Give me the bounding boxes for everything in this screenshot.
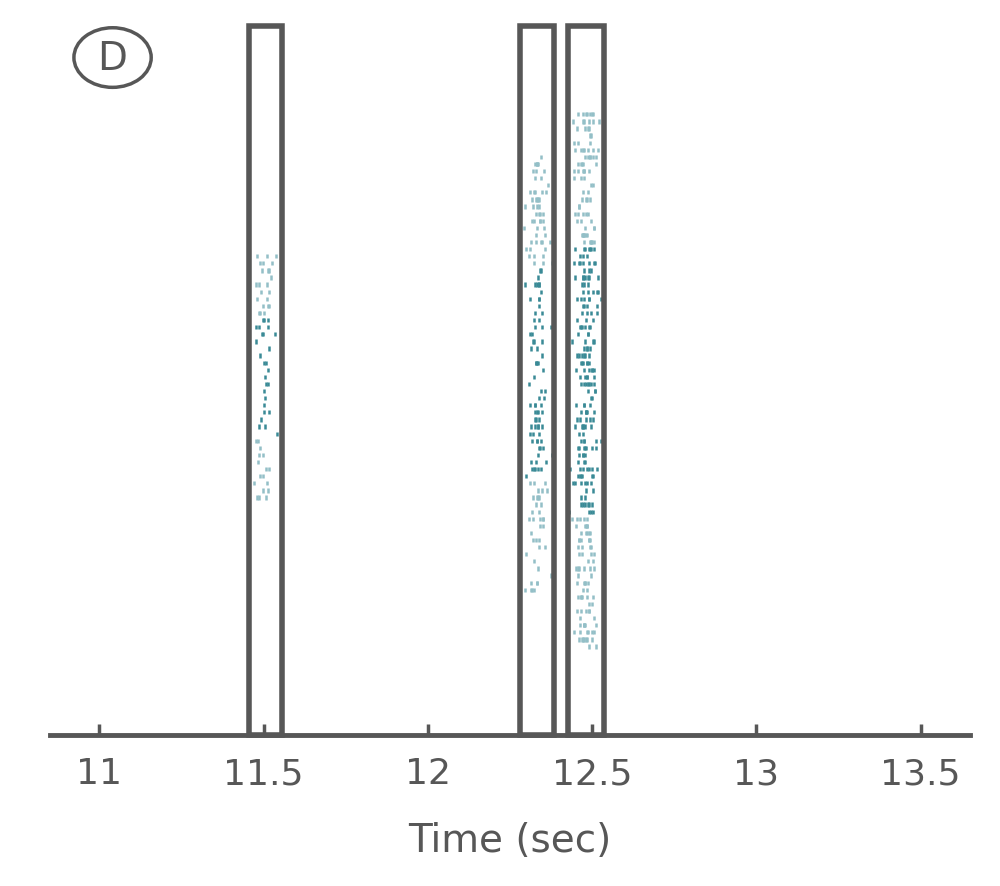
Bar xyxy=(249,27,282,735)
Text: D: D xyxy=(98,40,127,77)
Bar xyxy=(520,27,554,735)
X-axis label: Time (sec): Time (sec) xyxy=(408,820,612,859)
Bar xyxy=(568,27,604,735)
